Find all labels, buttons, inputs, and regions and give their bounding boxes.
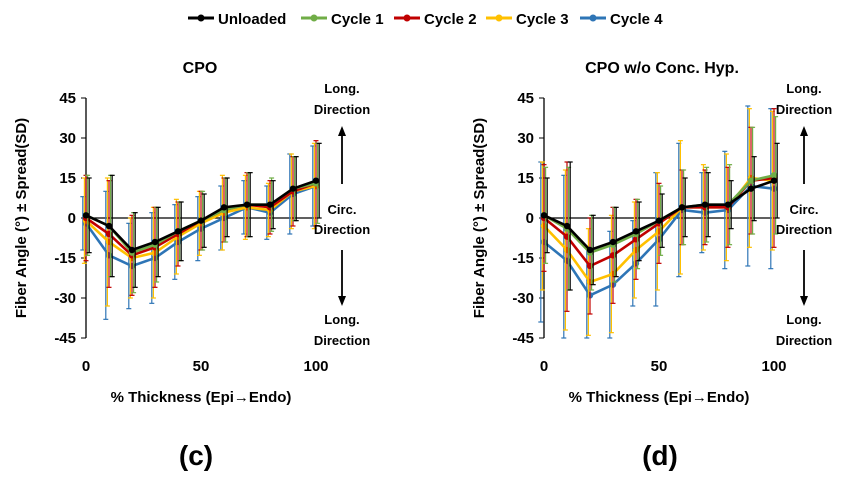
legend-marker [197,14,205,22]
legend-entry: Cycle 4 [580,11,663,28]
legend-label: Cycle 3 [516,11,569,28]
data-point [128,246,136,254]
y-tick-label: 30 [59,130,76,147]
x-axis-title: % Thickness (Epi→Endo) [569,389,750,406]
direction-label-top: Long. [324,81,359,96]
data-point [563,233,571,240]
data-point [632,228,640,235]
legend-label: Unloaded [218,11,286,28]
panel-letter: (d) [642,440,678,471]
y-tick-label: -15 [54,250,76,267]
direction-label-top: Direction [776,102,832,117]
direction-label-middle: Circ. [328,202,357,217]
data-point [151,238,159,246]
data-point [312,177,320,184]
direction-label-top: Direction [314,102,370,117]
data-point [609,252,617,259]
data-point [586,262,594,270]
y-tick-label: 15 [59,170,76,187]
arrowhead-up-icon [338,126,346,136]
chart-panel: CPO 45 30 15 0 -15 -30 -45 0 50 100 % Thickness (Ep… [13,60,370,471]
y-tick-label: 0 [526,210,534,227]
y-axis-title: Fiber Angle (°) ± Spread(SD) [471,118,488,318]
series [540,142,780,291]
y-tick-label: 45 [517,90,534,107]
x-axis-title: % Thickness (Epi→Endo) [111,389,292,406]
y-tick-label: 0 [68,210,76,227]
legend-entry: Cycle 1 [301,11,384,28]
x-tick-label: 100 [303,358,328,375]
arrowhead-down-icon [338,296,346,306]
data-point [678,204,686,211]
direction-label-bottom: Direction [776,333,832,348]
legend: Unloaded Cycle 1 Cycle 2 Cycle 3 Cycle 4 [188,11,663,28]
data-point [197,217,205,224]
series [82,142,322,288]
chart-title: CPO w/o Conc. Hyp. [585,60,739,77]
data-point [609,238,617,246]
direction-annotations: Long. Direction Circ. Direction Long. Directi… [314,81,370,348]
y-tick-label: -30 [54,290,76,307]
direction-label-middle: Circ. [790,202,819,217]
legend-label: Cycle 2 [424,11,477,28]
data-point [105,230,113,238]
data-point [655,217,663,224]
legend-label: Cycle 4 [610,11,663,28]
chart-panel: CPO w/o Conc. Hyp. 45 30 15 0 -15 -30 -45 0 50 100… [471,60,832,471]
data-point [563,222,571,230]
legend-label: Cycle 1 [331,11,384,28]
direction-annotations: Long. Direction Circ. Direction Long. Directi… [776,81,832,348]
y-tick-label: -15 [512,250,534,267]
legend-marker [495,14,503,22]
x-tick-label: 50 [193,358,210,375]
y-tick-label: -45 [512,330,534,347]
y-axis-title: Fiber Angle (°) ± Spread(SD) [13,118,30,318]
data-point [724,201,732,208]
y-tick-label: 15 [517,170,534,187]
chart-title: CPO [183,60,218,77]
data-point [243,201,251,208]
y-tick-label: -45 [54,330,76,347]
direction-label-middle: Direction [314,222,370,237]
series [540,108,778,315]
x-tick-label: 0 [82,358,90,375]
y-tick-label: -30 [512,290,534,307]
data-point [540,212,548,219]
data-point [105,222,113,230]
legend-entry: Unloaded [188,11,286,28]
data-point [266,201,274,208]
data-point [82,212,90,219]
data-point [289,185,297,192]
legend-marker [310,14,318,22]
y-tick-label: 30 [517,130,534,147]
legend-entry: Cycle 2 [394,11,477,28]
legend-entry: Cycle 3 [486,11,569,28]
data-point [770,177,778,184]
legend-marker [403,14,411,22]
direction-label-bottom: Long. [324,312,359,327]
direction-label-bottom: Direction [314,333,370,348]
panel-letter: (c) [179,440,213,471]
direction-label-top: Long. [786,81,821,96]
x-tick-label: 100 [761,358,786,375]
data-point [701,201,709,208]
x-tick-label: 0 [540,358,548,375]
y-tick-label: 45 [59,90,76,107]
arrowhead-up-icon [800,126,808,136]
x-tick-label: 50 [651,358,668,375]
direction-label-middle: Direction [776,222,832,237]
data-point [747,185,755,192]
arrowhead-down-icon [800,296,808,306]
data-point [220,204,228,211]
direction-label-bottom: Long. [786,312,821,327]
data-point [770,172,778,179]
data-point [586,246,594,254]
data-point [747,177,755,184]
data-point [174,228,182,235]
legend-marker [589,14,597,22]
